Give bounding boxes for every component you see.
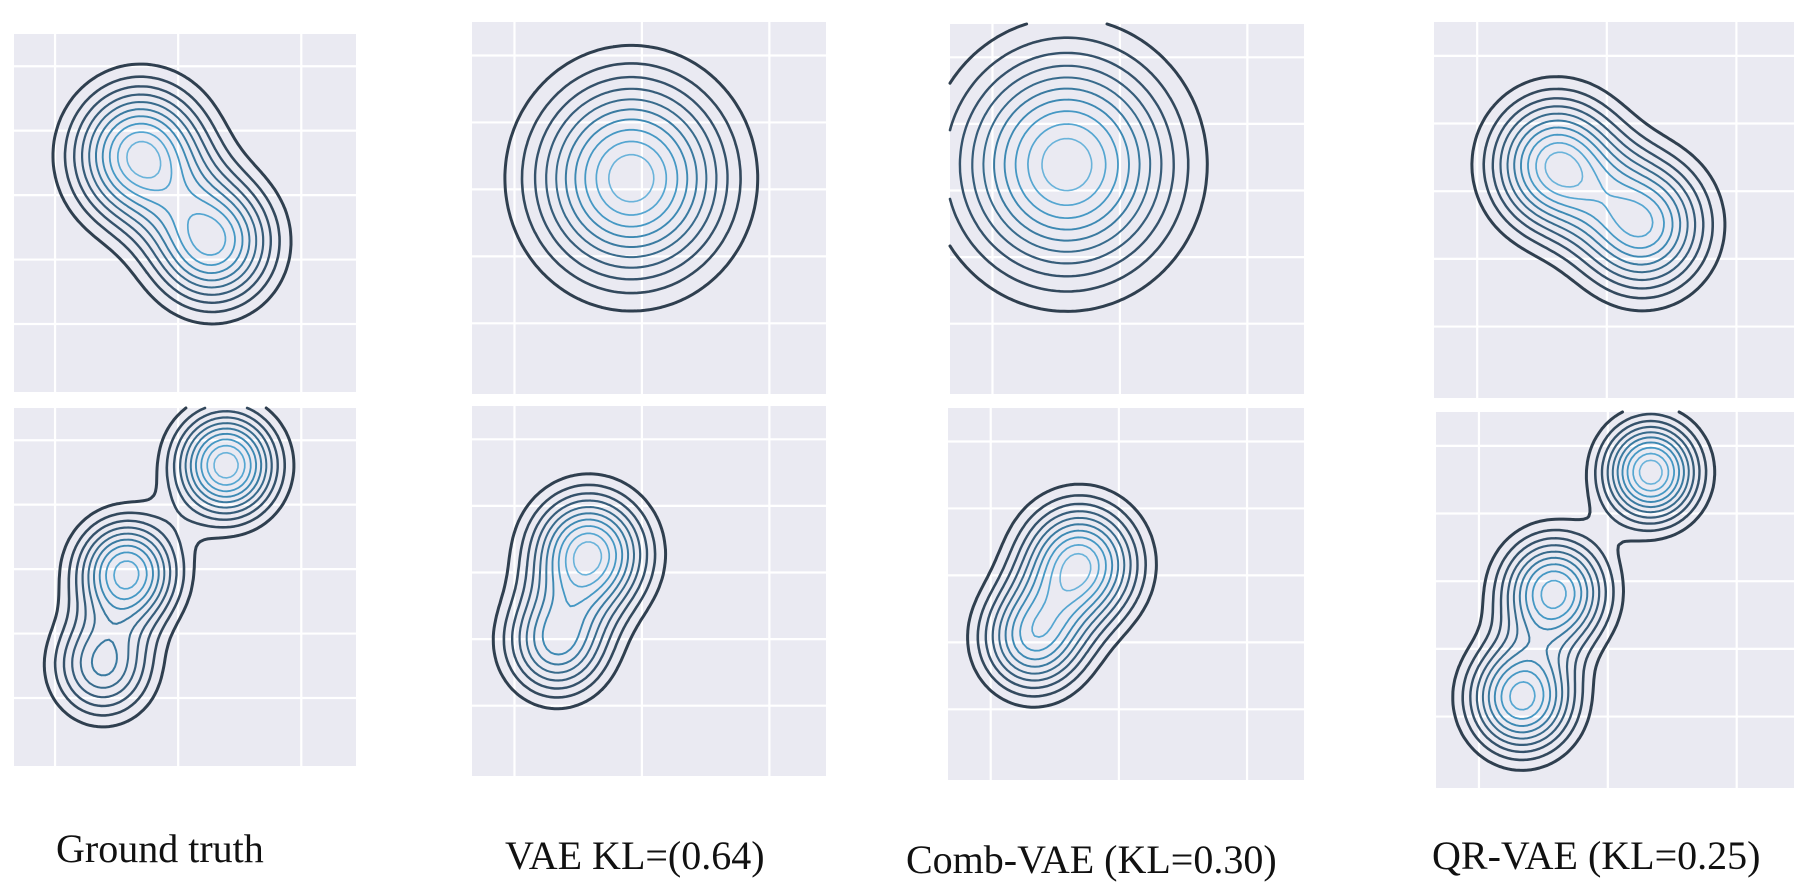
contour-level-7 [574, 118, 689, 239]
contour-level-1 [491, 472, 668, 711]
contour-level-8 [1500, 446, 1675, 720]
panel-qr-vae-kl-0-25-row-1 [1434, 22, 1794, 398]
contour-level-10 [572, 541, 603, 576]
contour-level-10 [1544, 151, 1584, 188]
contour-level-6 [993, 87, 1141, 242]
contour-level-5 [982, 76, 1152, 253]
plot-background [472, 406, 826, 776]
contour-level-5 [79, 422, 268, 689]
contour-level-3 [73, 85, 272, 304]
panel-ground-truth-row-2 [14, 406, 356, 766]
contour-level-9 [1027, 123, 1107, 207]
contour-level-4 [1499, 105, 1697, 282]
contour-level-8 [108, 122, 236, 266]
plot-background [1436, 412, 1794, 788]
panel-ground-truth-row-1 [14, 34, 356, 392]
contour-level-8 [1014, 110, 1119, 219]
plot-background [948, 408, 1304, 780]
contour-level-5 [525, 506, 635, 674]
contour-level-3 [511, 492, 649, 690]
contour-level-2 [948, 36, 1190, 293]
contour-level-4 [971, 64, 1163, 265]
contour-level-4 [991, 510, 1132, 682]
contour-level-8 [105, 438, 252, 601]
contour-level-1 [1451, 410, 1717, 772]
caption-qr-vae: QR-VAE (KL=0.25) [1432, 833, 1761, 878]
contour-level-7 [101, 115, 244, 275]
contour-level-9 [564, 532, 611, 588]
contour-level-8 [557, 525, 617, 608]
contour-level-4 [518, 499, 642, 682]
contour-level-7 [1011, 529, 1114, 661]
contour-level-1 [42, 406, 296, 729]
contour-level-7 [1003, 98, 1130, 231]
contour-level-9 [1509, 452, 1670, 711]
contour-level-6 [95, 108, 251, 282]
contour-level-2 [976, 494, 1147, 698]
plot-background [14, 34, 356, 392]
contour-level-8 [584, 128, 679, 228]
contour-level-3 [1491, 97, 1705, 290]
contour-level-1 [1470, 75, 1727, 313]
contour-level-10 [1638, 459, 1663, 485]
contour-level-10 [1041, 137, 1093, 192]
panel-vae-kl-0-64-row-1 [472, 22, 826, 394]
contour-level-8 [1019, 536, 1107, 652]
contour-level-10 [126, 140, 162, 179]
contour-level-4 [71, 416, 273, 699]
caption-comb-vae: Comb-VAE (KL=0.30) [906, 837, 1277, 882]
contour-level-5 [1481, 431, 1690, 740]
caption-ground-truth: Ground truth [56, 826, 264, 871]
contour-level-9 [1031, 544, 1100, 638]
contour-level-6 [90, 427, 263, 677]
contour-level-3 [984, 502, 1139, 690]
contour-level-5 [555, 98, 708, 259]
contour-level-2 [63, 75, 281, 314]
contour-level-2 [1482, 87, 1714, 300]
contour-level-7 [1493, 441, 1681, 727]
contour-level-4 [545, 87, 718, 269]
contour-level-4 [1475, 425, 1695, 746]
contour-level-1 [503, 43, 760, 313]
contour-level-6 [1004, 523, 1120, 668]
contour-level-6 [533, 512, 630, 666]
contour-level-6 [1513, 119, 1682, 266]
contour-level-1 [51, 62, 293, 326]
contour-level-2 [1461, 412, 1708, 762]
contour-level-3 [533, 75, 729, 281]
plot-background [1434, 22, 1794, 398]
contour-level-8 [1527, 133, 1665, 249]
contour-level-5 [998, 516, 1126, 675]
contour-level-4 [81, 93, 265, 296]
panel-vae-kl-0-64-row-2 [472, 406, 826, 776]
contour-level-1 [948, 22, 1209, 313]
contour-level-2 [502, 483, 657, 699]
panel-comb-vae-kl-0-30-row-1 [948, 22, 1304, 394]
contour-level-7 [541, 518, 624, 656]
contour-level-9 [113, 444, 246, 590]
contour-level-6 [564, 108, 698, 248]
contour-level-5 [1506, 112, 1689, 274]
contour-level-2 [53, 406, 286, 717]
caption-vae: VAE KL=(0.64) [505, 833, 765, 878]
contour-level-7 [98, 432, 258, 610]
contour-level-10 [213, 451, 239, 479]
contour-level-5 [88, 101, 258, 289]
contour-level-9 [595, 140, 668, 216]
contour-level-1 [966, 482, 1158, 709]
contour-level-9 [1535, 141, 1654, 238]
contour-level-9 [116, 131, 227, 256]
contour-level-10 [1059, 552, 1092, 592]
contour-level-3 [958, 51, 1175, 278]
panel-qr-vae-kl-0-25-row-2 [1436, 410, 1794, 788]
contour-level-7 [1520, 126, 1674, 258]
contour-level-3 [1469, 419, 1701, 754]
contour-level-3 [62, 410, 279, 708]
contour-level-6 [1487, 436, 1685, 734]
contour-level-2 [520, 62, 742, 295]
panel-comb-vae-kl-0-30-row-2 [948, 408, 1304, 780]
contour-level-10 [608, 153, 655, 203]
plot-background [472, 22, 826, 394]
